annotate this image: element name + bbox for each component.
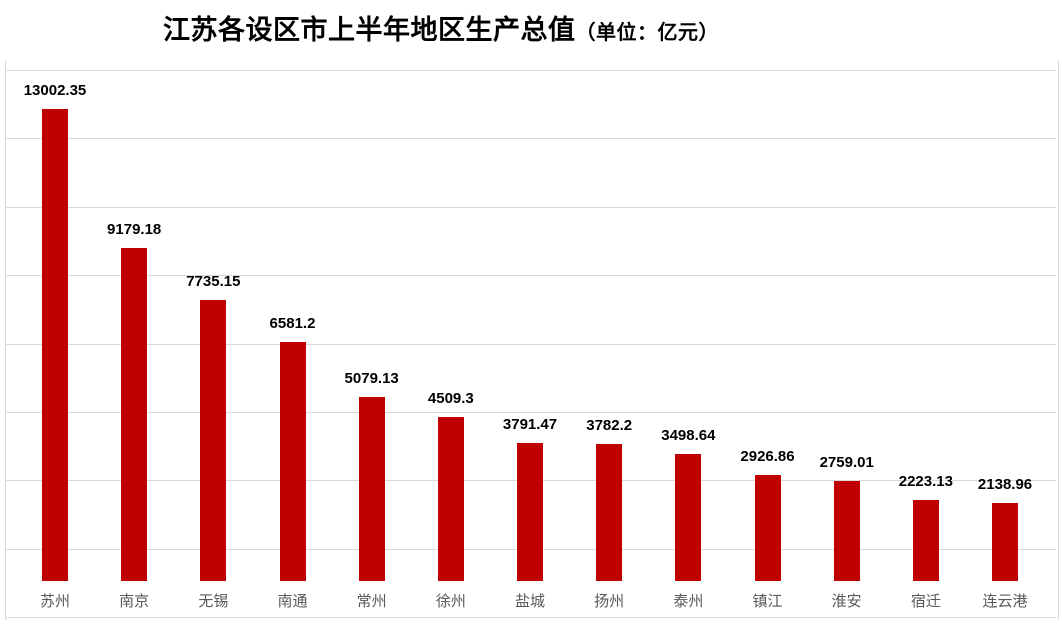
chart-title-main: 江苏各设区市上半年地区生产总值	[163, 15, 576, 45]
bar-常州	[358, 396, 385, 581]
bar-value-label: 5079.13	[344, 369, 399, 387]
bar-泰州	[675, 454, 702, 581]
bar-value-label: 2138.96	[977, 476, 1033, 494]
bar-无锡	[200, 300, 227, 581]
gridline	[6, 617, 1056, 618]
bar-value-label: 3791.47	[502, 416, 558, 434]
category-label-常州: 常州	[356, 593, 387, 610]
bar-value-label: 7735.15	[186, 273, 241, 291]
category-label-淮安: 淮安	[831, 593, 862, 610]
bar-徐州	[437, 417, 464, 581]
bar-value-label: 13002.35	[23, 82, 87, 100]
bar-连云港	[992, 503, 1019, 581]
category-label-南通: 南通	[277, 593, 308, 610]
bar-value-label: 6581.2	[269, 315, 316, 333]
category-label-扬州: 扬州	[594, 593, 625, 610]
bar-盐城	[517, 443, 544, 581]
bar-value-label: 3498.64	[661, 427, 716, 445]
bar-value-label: 4509.3	[427, 390, 474, 408]
bar-value-label: 2759.01	[819, 453, 874, 471]
category-label-宿迁: 宿迁	[910, 593, 941, 610]
bar-南京	[121, 247, 148, 581]
bar-value-label: 9179.18	[107, 220, 162, 238]
gridline	[6, 411, 1056, 413]
category-label-南京: 南京	[119, 593, 150, 610]
gridline	[6, 343, 1056, 345]
bar-扬州	[596, 443, 623, 581]
bar-南通	[279, 342, 306, 581]
category-label-盐城: 盐城	[515, 593, 546, 610]
category-label-徐州: 徐州	[435, 593, 466, 610]
gridline	[6, 206, 1056, 208]
bar-宿迁	[912, 500, 939, 581]
bar-value-label: 3782.2	[586, 416, 633, 434]
category-label-苏州: 苏州	[39, 593, 70, 610]
chart-left-border	[5, 60, 6, 620]
gridline	[6, 275, 1056, 277]
bar-淮安	[833, 480, 860, 581]
bar-value-label: 2223.13	[898, 473, 953, 491]
chart-right-border	[1058, 60, 1059, 620]
bar-value-label: 2926.86	[740, 447, 795, 465]
category-label-连云港: 连云港	[982, 593, 1028, 610]
bar-镇江	[754, 474, 781, 581]
gridline	[6, 138, 1056, 140]
category-label-镇江: 镇江	[752, 593, 783, 610]
bar-苏州	[42, 109, 68, 581]
chart-title: 江苏各设区市上半年地区生产总值（单位：亿元）	[163, 12, 719, 51]
category-label-无锡: 无锡	[198, 593, 229, 610]
category-label-泰州: 泰州	[673, 593, 704, 610]
chart-title-unit: （单位：亿元）	[575, 22, 719, 44]
gridline	[6, 70, 1056, 71]
